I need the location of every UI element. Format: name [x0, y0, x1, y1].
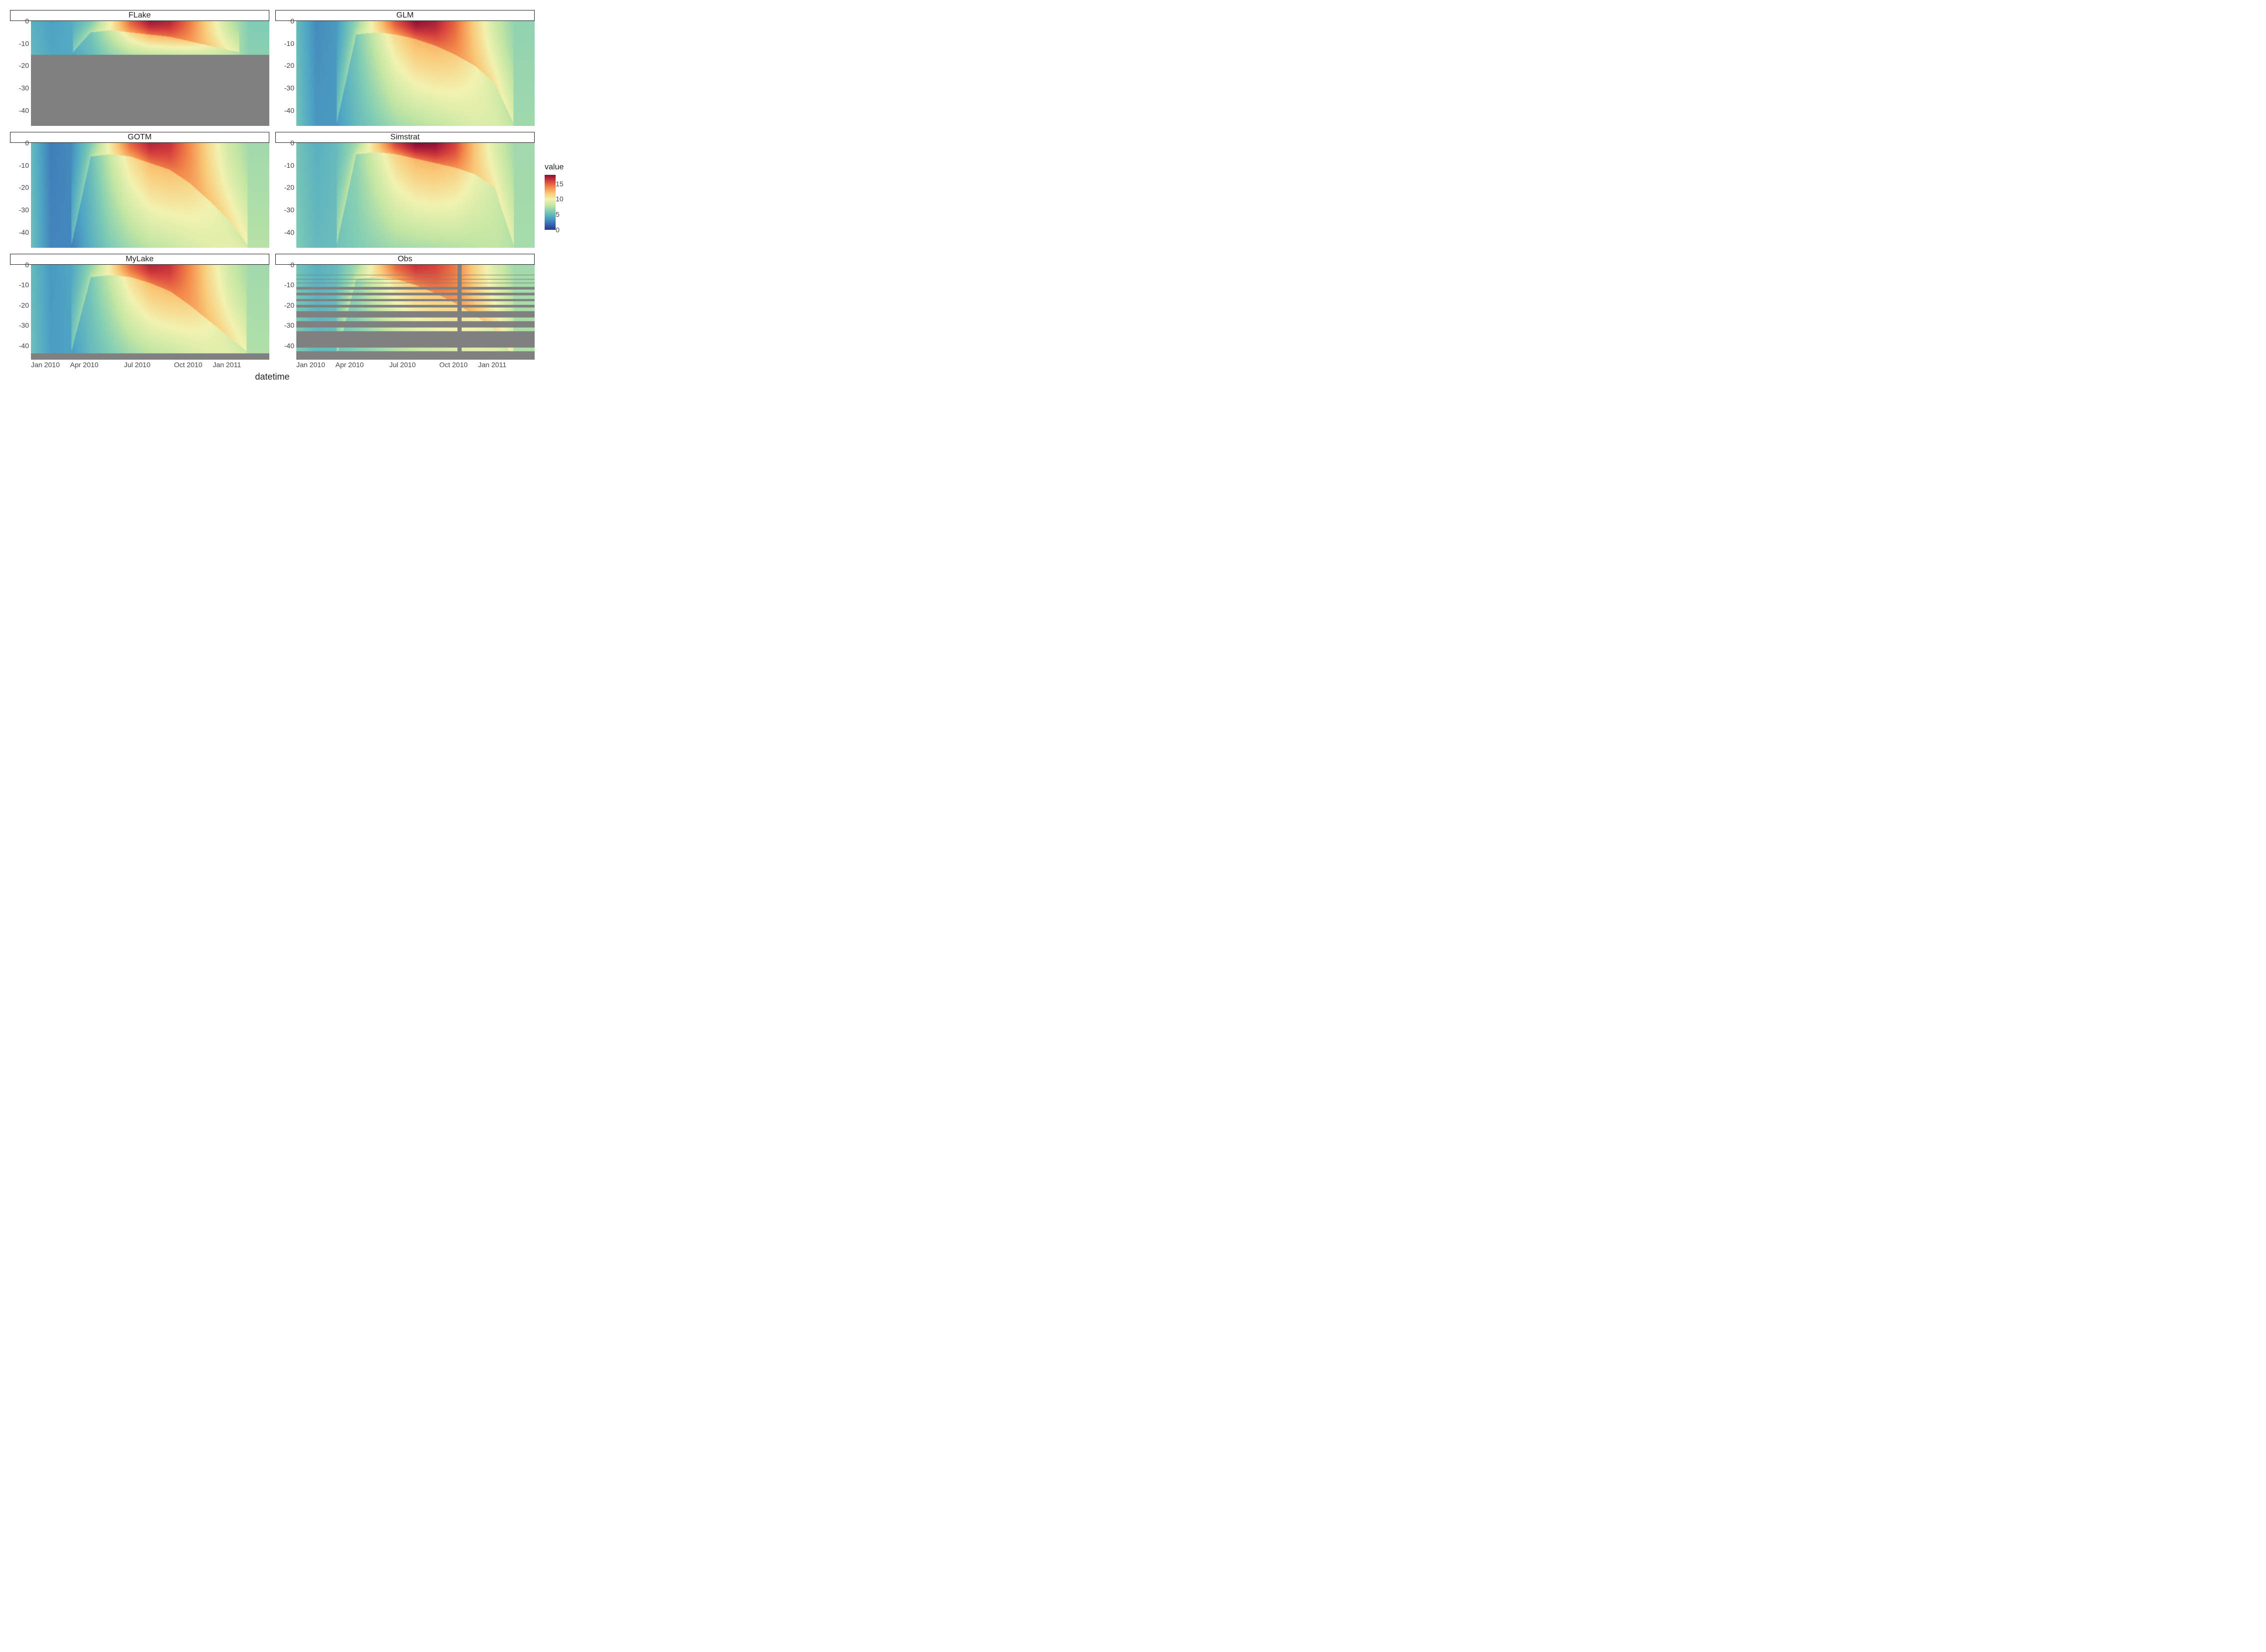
y-tick: -10 — [284, 40, 294, 47]
heatmap-canvas-wrap — [296, 21, 535, 126]
y-tick: 0 — [290, 139, 294, 146]
legend-tick: 15 — [556, 180, 564, 188]
facet-strip: GLM — [275, 10, 535, 21]
y-tick: -20 — [284, 184, 294, 191]
x-tick-labels: Jan 2010 Apr 2010 Jul 2010 Oct 2010 Jan 2011 — [275, 360, 535, 370]
figure: depth FLake0-10-20-30-40GLM0-10-20-30-40… — [10, 10, 2256, 382]
x-tick: Jul 2010 — [124, 361, 150, 370]
heatmap-canvas-wrap — [296, 265, 535, 360]
y-tick: -40 — [284, 107, 294, 114]
y-tick-labels: 0-10-20-30-40 — [10, 265, 31, 360]
facet-strip: FLake — [10, 10, 269, 21]
y-tick: -20 — [284, 62, 294, 69]
y-tick: -20 — [19, 184, 29, 191]
x-tick: Apr 2010 — [335, 361, 364, 370]
heatmap-canvas — [296, 265, 535, 360]
y-tick-labels: 0-10-20-30-40 — [10, 143, 31, 248]
x-tick: Oct 2010 — [174, 361, 202, 370]
y-tick: 0 — [25, 261, 29, 268]
heatmap-canvas-wrap — [31, 21, 269, 126]
panel-simstrat: Simstrat0 -10 -20 -30 -40 — [275, 132, 535, 248]
heatmap-canvas — [31, 21, 269, 126]
plot-area: 0-10-20-30-40 — [275, 143, 535, 248]
heatmap-canvas-wrap — [31, 265, 269, 360]
plot-area: 0-10-20-30-40 — [275, 21, 535, 126]
x-tick: Oct 2010 — [439, 361, 468, 370]
legend-bar-row: 151050 — [545, 175, 574, 230]
panel-flake: FLake0 -10 -20 -30 -40 — [10, 10, 269, 126]
facet-strip: MyLake — [10, 254, 269, 265]
panel-glm: GLM0 -10 -20 -30 -40 — [275, 10, 535, 126]
y-tick: 0 — [290, 261, 294, 268]
y-tick: -40 — [284, 229, 294, 236]
y-tick: 0 — [290, 17, 294, 24]
x-tick: Jan 2010 — [296, 361, 325, 370]
y-tick: -10 — [19, 281, 29, 288]
x-tick: Jan 2010 — [31, 361, 60, 370]
y-tick: -30 — [19, 322, 29, 329]
y-tick-labels: 0-10-20-30-40 — [10, 21, 31, 126]
y-tick: -10 — [19, 40, 29, 47]
facet-strip: GOTM — [10, 132, 269, 143]
plot-area: 0-10-20-30-40 — [275, 265, 535, 360]
y-tick: -10 — [19, 162, 29, 169]
legend-tick: 10 — [556, 195, 564, 203]
legend-colorbar — [545, 175, 556, 230]
y-tick: -20 — [19, 62, 29, 69]
facet-strip: Simstrat — [275, 132, 535, 143]
panel-grid: FLake0-10-20-30-40GLM0-10-20-30-40GOTM0-… — [10, 10, 535, 370]
legend-title: value — [545, 163, 564, 172]
heatmap-canvas — [296, 143, 535, 248]
x-tick: Jan 2011 — [213, 361, 241, 370]
legend-tick: 0 — [556, 226, 560, 234]
y-tick: -20 — [19, 302, 29, 309]
plot-area: 0-10-20-30-40 — [10, 265, 269, 360]
y-tick: -40 — [284, 342, 294, 349]
heatmap-canvas — [296, 21, 535, 126]
panel-mylake: MyLake0 -10 -20 -30 -40 Jan 2010 Apr 2010 Jul 2… — [10, 254, 269, 370]
legend-ticks: 151050 — [556, 175, 574, 230]
panels-container: depth FLake0-10-20-30-40GLM0-10-20-30-40… — [10, 10, 535, 382]
y-tick: -30 — [284, 206, 294, 213]
y-tick-labels: 0-10-20-30-40 — [275, 21, 296, 126]
y-tick: -20 — [284, 302, 294, 309]
y-tick-labels: 0-10-20-30-40 — [275, 143, 296, 248]
x-axis-label: datetime — [10, 372, 535, 382]
y-tick: -40 — [19, 229, 29, 236]
heatmap-canvas — [31, 265, 269, 360]
y-tick-labels: 0-10-20-30-40 — [275, 265, 296, 360]
plot-area: 0-10-20-30-40 — [10, 143, 269, 248]
y-tick: 0 — [25, 139, 29, 146]
y-tick: -40 — [19, 342, 29, 349]
y-tick: -40 — [19, 107, 29, 114]
y-tick: -30 — [284, 84, 294, 91]
panel-obs: Obs0 -10 -20 -30 -40 Jan 2010 Apr 2010 Jul 2010… — [275, 254, 535, 370]
heatmap-canvas-wrap — [31, 143, 269, 248]
legend-tick: 5 — [556, 210, 560, 218]
color-legend: value 151050 — [545, 163, 574, 230]
x-tick: Apr 2010 — [70, 361, 98, 370]
panel-gotm: GOTM0 -10 -20 -30 -40 — [10, 132, 269, 248]
y-tick: -10 — [284, 281, 294, 288]
y-tick: -30 — [19, 206, 29, 213]
y-tick: -30 — [19, 84, 29, 91]
y-tick: -30 — [284, 322, 294, 329]
x-tick-labels: Jan 2010 Apr 2010 Jul 2010 Oct 2010 Jan 2011 — [10, 360, 269, 370]
facet-strip: Obs — [275, 254, 535, 265]
y-tick: 0 — [25, 17, 29, 24]
x-tick: Jul 2010 — [389, 361, 416, 370]
y-tick: -10 — [284, 162, 294, 169]
heatmap-canvas — [31, 143, 269, 248]
plot-area: 0-10-20-30-40 — [10, 21, 269, 126]
x-tick: Jan 2011 — [478, 361, 507, 370]
heatmap-canvas-wrap — [296, 143, 535, 248]
